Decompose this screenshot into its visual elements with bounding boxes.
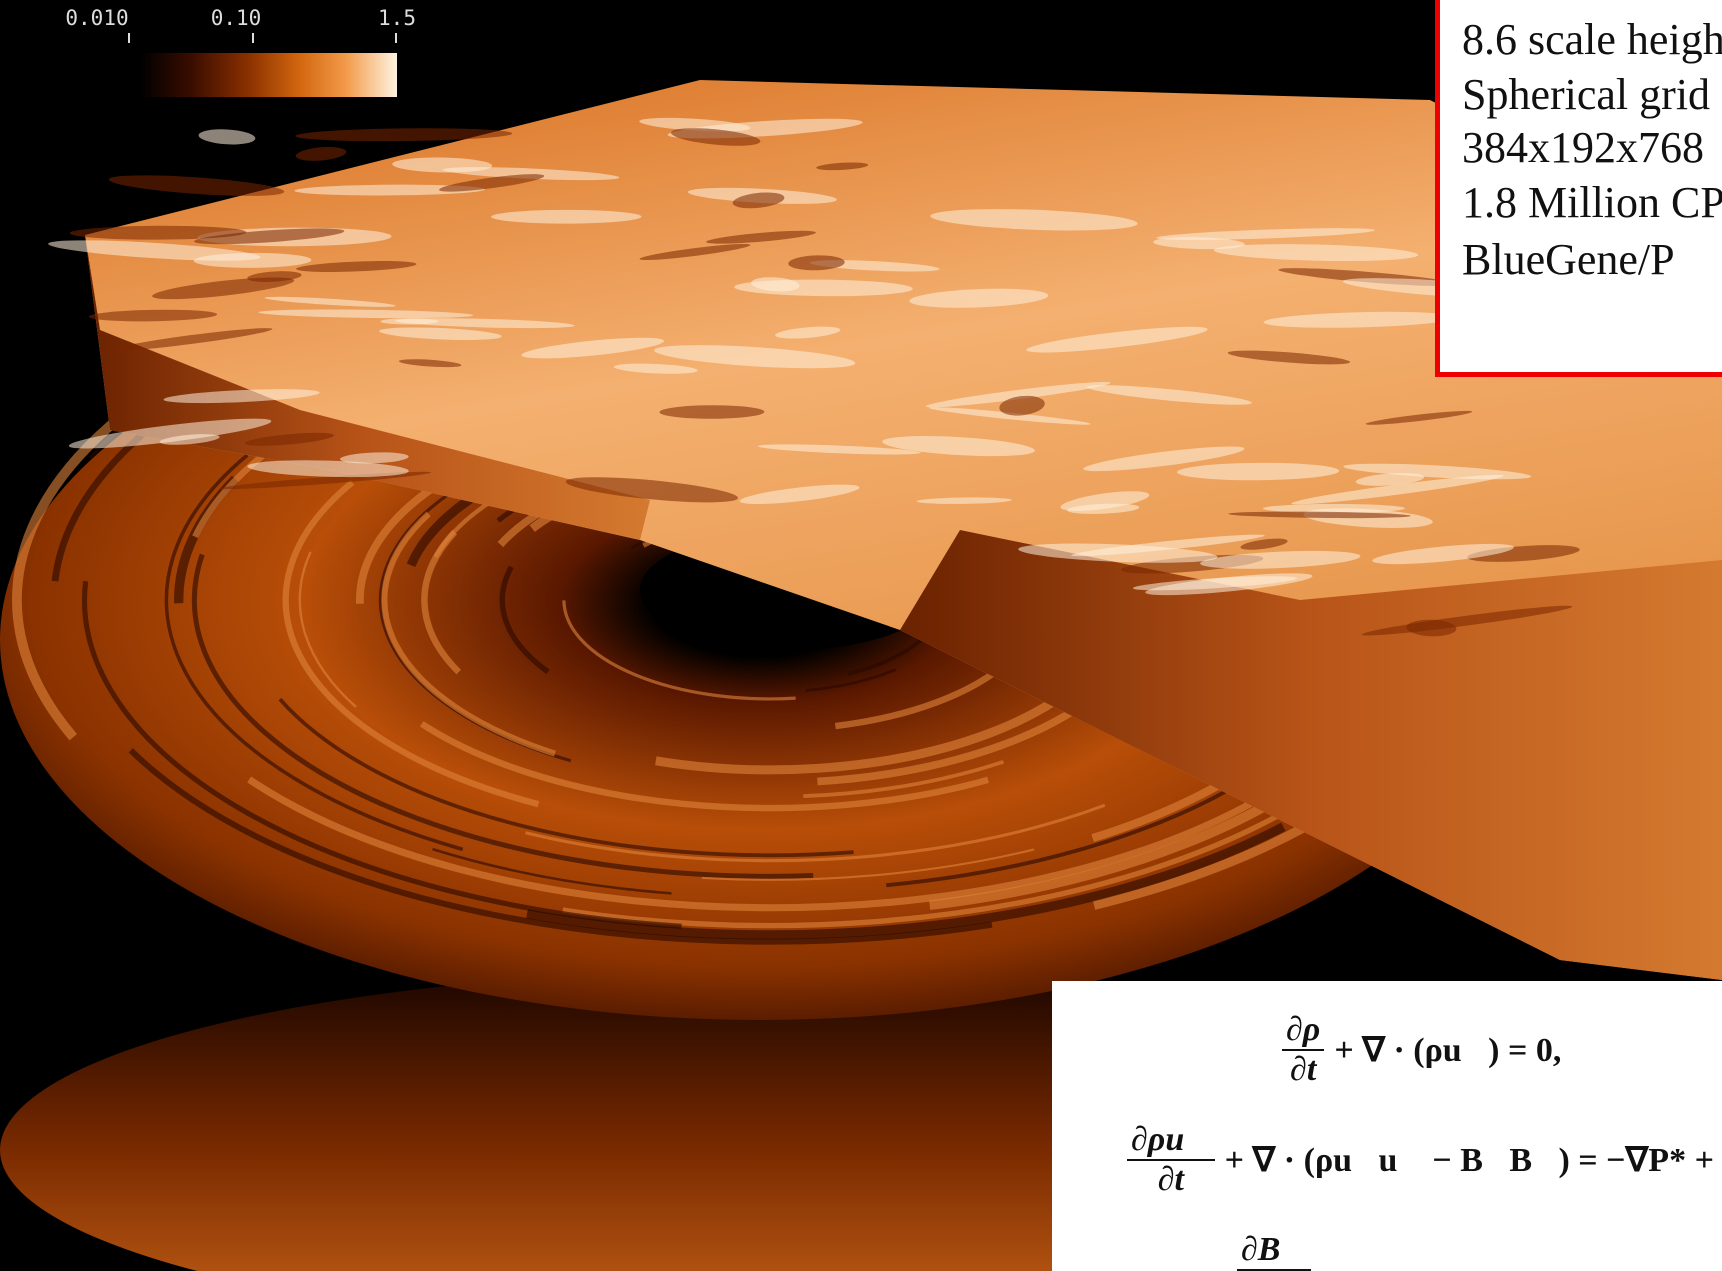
streak: [108, 171, 285, 200]
colorbar: [140, 53, 397, 97]
denominator: ∂t: [1290, 1051, 1316, 1089]
info-line: 1.8 Million CP: [1462, 177, 1722, 228]
denominator: ∂t: [1158, 1161, 1184, 1199]
equation: ∂ρu⃗∂t + ∇ · (ρu⃗u⃗ − B⃗B⃗) = −∇P* + ρ∇Ψ: [1127, 1121, 1722, 1199]
info-line: Spherical grid: [1462, 69, 1710, 120]
equation: ∂B⃗: [1237, 1231, 1321, 1271]
info-line: 384x192x768: [1462, 122, 1704, 173]
colorbar-tick-label: 1.5: [378, 6, 416, 30]
fraction: ∂B⃗: [1237, 1231, 1311, 1271]
colorbar-tick: [252, 33, 254, 43]
equation-rest: + ∇ · (ρu⃗) = 0,: [1334, 1030, 1561, 1070]
fraction: ∂ρu⃗∂t: [1127, 1121, 1215, 1199]
info-line: 8.6 scale heigh: [1462, 14, 1722, 65]
colorbar-tick: [395, 33, 397, 43]
streak: [198, 128, 256, 146]
page: 0.010 0.10 1.5 8.6 scale heigh Spherical…: [0, 0, 1722, 1271]
colorbar-tick-label: 0.010: [65, 6, 128, 30]
equations-box: ∂ρ∂t + ∇ · (ρu⃗) = 0, ∂ρu⃗∂t + ∇ · (ρu⃗u…: [1052, 981, 1722, 1271]
numerator: ∂B⃗: [1237, 1231, 1311, 1271]
numerator: ∂ρ: [1282, 1011, 1324, 1051]
colorbar-tick-label: 0.10: [211, 6, 262, 30]
info-box: 8.6 scale heigh Spherical grid 384x192x7…: [1435, 0, 1722, 377]
info-line: BlueGene/P: [1462, 234, 1675, 285]
colorbar-tick: [128, 33, 130, 43]
streak: [491, 210, 642, 224]
equation-rest: + ∇ · (ρu⃗u⃗ − B⃗B⃗) = −∇P* + ρ∇Ψ: [1225, 1140, 1722, 1180]
streak: [295, 145, 346, 162]
numerator: ∂ρu⃗: [1127, 1121, 1215, 1161]
equation: ∂ρ∂t + ∇ · (ρu⃗) = 0,: [1282, 1011, 1561, 1089]
fraction: ∂ρ∂t: [1282, 1011, 1324, 1089]
